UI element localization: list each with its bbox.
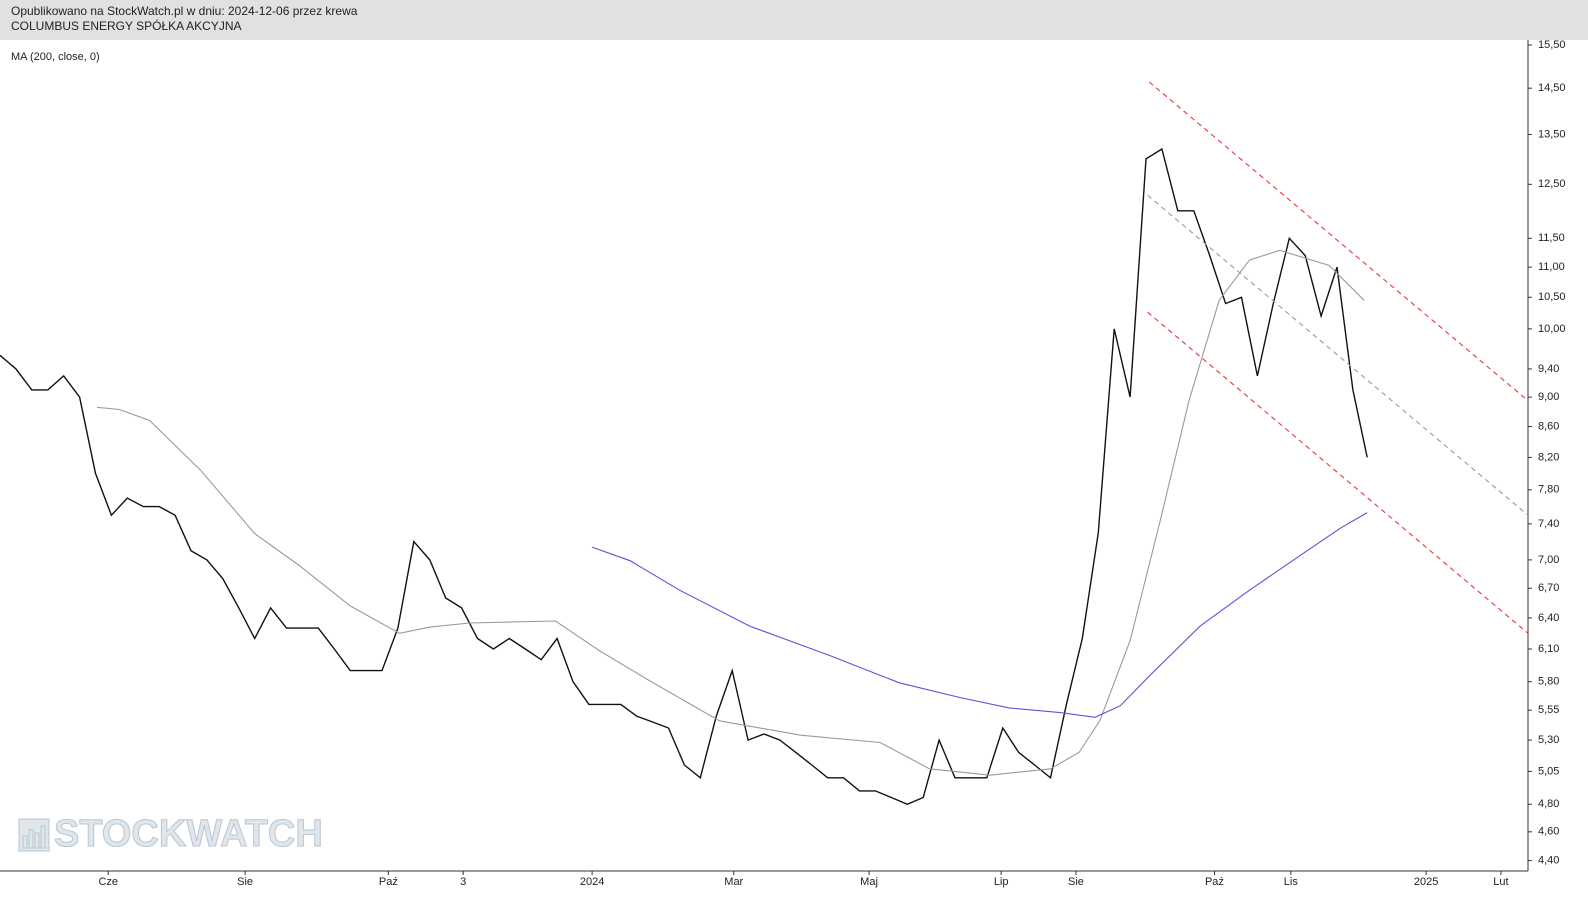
y-tick-label: 14,50 (1538, 82, 1566, 94)
y-tick-label: 12,50 (1538, 178, 1566, 190)
y-tick-label: 7,40 (1538, 518, 1559, 530)
price-line (0, 147, 1368, 806)
y-tick-label: 10,00 (1538, 323, 1566, 335)
x-tick-label: Maj (860, 876, 878, 888)
y-tick-label: 13,50 (1538, 128, 1566, 140)
x-tick-label: Sie (237, 876, 253, 888)
y-tick-label: 5,55 (1538, 704, 1559, 716)
y-tick-label: 5,80 (1538, 676, 1559, 688)
x-tick-label: 2025 (1414, 876, 1438, 888)
y-tick-label: 6,10 (1538, 643, 1559, 655)
y-tick-label: 5,30 (1538, 734, 1559, 746)
x-tick-label: Lut (1493, 876, 1508, 888)
channel-line (1148, 81, 1529, 402)
indicator-label: MA (200, close, 0) (11, 51, 100, 63)
y-tick-label: 11,50 (1538, 232, 1565, 244)
x-tick-label: 2024 (580, 876, 604, 888)
channel-line (1147, 194, 1529, 516)
y-tick-label: 6,70 (1538, 582, 1559, 594)
x-tick-label: Mar (724, 876, 743, 888)
y-tick-label: 7,80 (1538, 484, 1559, 496)
x-tick-label: 3 (460, 876, 466, 888)
y-tick-label: 5,05 (1538, 765, 1559, 777)
x-tick-label: Paź (1205, 876, 1224, 888)
y-tick-label: 10,50 (1538, 291, 1566, 303)
watermark-icon (18, 818, 50, 852)
y-tick-label: 8,20 (1538, 451, 1559, 463)
x-tick-label: Lis (1284, 876, 1299, 888)
y-tick-label: 9,40 (1538, 363, 1559, 375)
y-tick-label: 6,40 (1538, 612, 1559, 624)
header-line: Opublikowano na StockWatch.pl w dniu: 20… (11, 4, 358, 18)
ma-line (591, 512, 1368, 718)
y-tick-label: 8,60 (1538, 420, 1559, 432)
y-tick-label: 4,80 (1538, 798, 1559, 810)
x-tick-label: Paź (379, 876, 398, 888)
x-tick-label: Sie (1068, 876, 1084, 888)
channel-line (1147, 311, 1529, 634)
y-tick-label: 9,00 (1538, 391, 1559, 403)
header-bar (0, 0, 1588, 40)
y-tick-label: 4,40 (1538, 855, 1559, 867)
x-tick-label: Lip (994, 876, 1009, 888)
y-tick-label: 15,50 (1538, 39, 1566, 51)
watermark: STOCKWATCH (54, 813, 323, 855)
y-tick-label: 11,00 (1538, 261, 1565, 273)
y-tick-label: 4,60 (1538, 826, 1559, 838)
x-tick-label: Cze (98, 876, 118, 888)
ma-line (97, 249, 1365, 776)
header-line: COLUMBUS ENERGY SPÓŁKA AKCYJNA (11, 18, 242, 33)
y-tick-label: 7,00 (1538, 554, 1559, 566)
